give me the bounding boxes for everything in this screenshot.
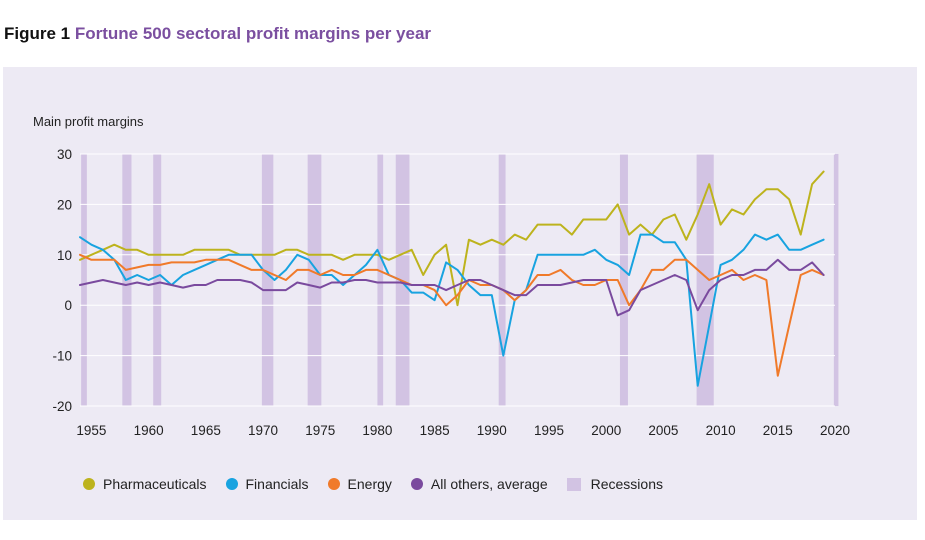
y-tick-label: -20 <box>52 399 72 414</box>
recession-band-9 <box>696 154 714 406</box>
legend-item-0: Pharmaceuticals <box>83 476 207 492</box>
legend-item-2: Energy <box>327 476 392 492</box>
series-line-0 <box>79 170 825 307</box>
series-lines <box>79 170 825 387</box>
series-line-1 <box>79 233 825 387</box>
legend-label: Energy <box>347 476 392 492</box>
x-tick-label: 1975 <box>305 423 335 438</box>
y-tick-label: 30 <box>57 147 72 162</box>
y-axis-title: Main profit margins <box>33 114 144 129</box>
x-tick-label: 1960 <box>134 423 164 438</box>
recession-band-4 <box>307 154 322 406</box>
legend-label: Pharmaceuticals <box>103 476 207 492</box>
recession-bands <box>81 154 839 406</box>
recession-band-2 <box>153 154 162 406</box>
y-tick-label: 0 <box>64 298 72 313</box>
x-tick-label: 1965 <box>191 423 221 438</box>
x-tick-label: 1985 <box>420 423 450 438</box>
legend-marker <box>566 477 581 491</box>
legend-item-3: All others, average <box>410 476 548 492</box>
x-tick-label: 2015 <box>763 423 793 438</box>
y-tick-label: -10 <box>52 349 72 364</box>
x-tick-label: 2010 <box>706 423 736 438</box>
recession-band-0 <box>81 154 87 406</box>
legend-marker <box>410 478 423 490</box>
x-tick-label: 1980 <box>362 423 392 438</box>
x-tick-label: 2005 <box>648 423 678 438</box>
legend: Pharmaceuticals Financials Energy All other… <box>83 476 682 492</box>
y-tick-label: 10 <box>57 248 72 263</box>
x-tick-label: 1995 <box>534 423 564 438</box>
series-line-2 <box>79 253 825 377</box>
x-tick-label: 1990 <box>477 423 507 438</box>
chart-panel: -20 -10 0 10 20 30 1955 1960 1965 1970 1975 1980 19… <box>3 67 917 520</box>
figure-title-text: Fortune 500 sectoral profit margins per … <box>74 24 432 43</box>
legend-item-1: Financials <box>225 476 309 492</box>
legend-marker <box>225 478 238 490</box>
legend-marker <box>83 478 95 490</box>
series-line-3 <box>79 258 825 317</box>
legend-marker <box>327 478 340 490</box>
x-tick-labels: 1955 1960 1965 1970 1975 1980 1985 1990 1995 2000… <box>76 423 850 438</box>
y-tick-labels: -20 -10 0 10 20 30 <box>52 147 72 414</box>
recession-band-3 <box>261 154 274 406</box>
x-tick-label: 1970 <box>248 423 278 438</box>
legend-item-recessions: Recessions <box>566 476 663 492</box>
figure-title: Figure 1 Fortune 500 sectoral profit mar… <box>4 24 431 44</box>
x-tick-label: 2020 <box>820 423 850 438</box>
recession-band-7 <box>498 154 506 406</box>
legend-label: Recessions <box>590 476 663 492</box>
x-tick-label: 1955 <box>76 423 106 438</box>
legend-label: Financials <box>245 476 309 492</box>
y-tick-label: 20 <box>57 197 72 212</box>
legend-label: All others, average <box>430 476 548 492</box>
recession-band-5 <box>377 154 384 406</box>
recession-band-10 <box>833 154 839 406</box>
figure-number: Figure 1 <box>4 24 71 43</box>
x-tick-label: 2000 <box>591 423 621 438</box>
recession-band-8 <box>619 154 628 406</box>
